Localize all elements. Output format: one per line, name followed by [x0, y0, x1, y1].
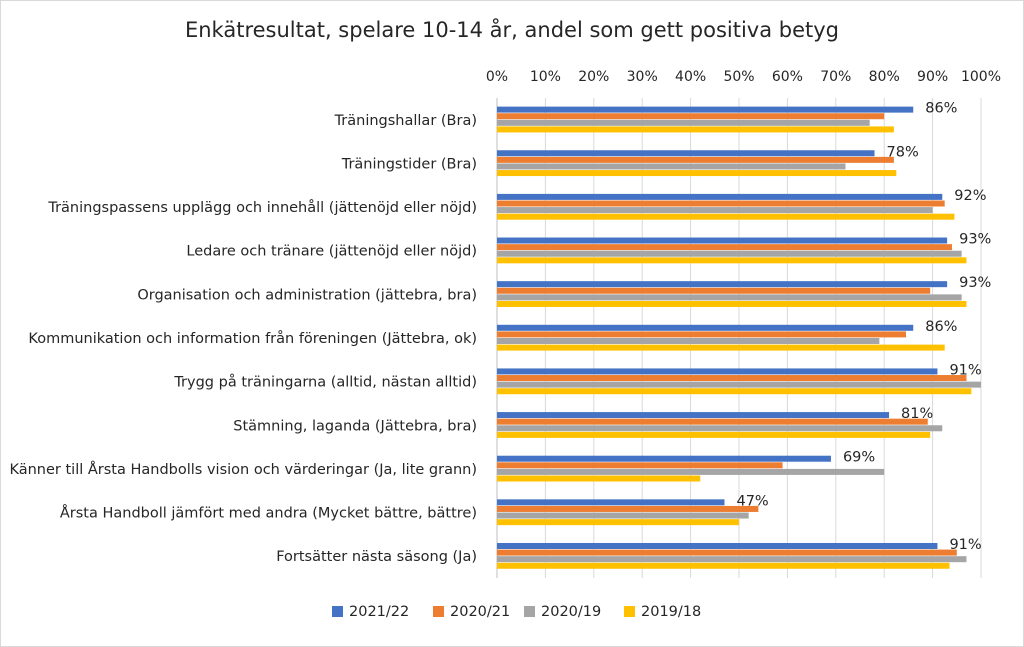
category-label: Stämning, laganda (Jättebra, bra): [233, 418, 477, 434]
x-tick-label: 70%: [820, 69, 851, 85]
data-label: 47%: [736, 493, 768, 509]
data-label: 93%: [959, 232, 991, 248]
legend-label: 2019/18: [641, 604, 701, 620]
category-label: Organisation och administration (jättebr…: [137, 287, 477, 303]
bar-2020-19: [497, 425, 943, 432]
bar-2019-18: [497, 213, 955, 220]
category-label: Träningspassens upplägg och innehåll (jä…: [47, 199, 477, 216]
data-label: 86%: [925, 319, 957, 335]
legend-swatch: [433, 606, 444, 617]
bar-2019-18: [497, 170, 897, 177]
bar-2020-21: [497, 375, 967, 382]
bar-2020-21: [497, 331, 906, 338]
bar-2021-22: [497, 368, 938, 375]
x-tick-label: 60%: [772, 69, 803, 85]
bar-2020-21: [497, 287, 931, 294]
data-label: 81%: [901, 406, 933, 422]
bar-2020-21: [497, 418, 928, 425]
data-label: 91%: [949, 537, 981, 553]
bar-2020-19: [497, 381, 981, 388]
x-tick-label: 10%: [530, 69, 561, 85]
category-label: Träningstider (Bra): [341, 156, 477, 172]
category-label: Känner till Årsta Handbolls vision och v…: [9, 461, 477, 478]
x-tick-label: 50%: [723, 69, 754, 85]
bar-2020-21: [497, 462, 783, 469]
bar-2021-22: [497, 455, 831, 462]
bar-2019-18: [497, 300, 967, 307]
x-tick-label: 100%: [961, 69, 1001, 85]
bar-2020-19: [497, 338, 880, 344]
data-label: 92%: [954, 188, 986, 204]
bar-2019-18: [497, 562, 950, 569]
x-tick-label: 30%: [627, 69, 658, 85]
bar-2020-21: [497, 549, 957, 556]
bar-2020-19: [497, 512, 749, 519]
category-label: Årsta Handboll jämfört med andra (Mycket…: [60, 505, 477, 522]
legend-label: 2020/21: [450, 604, 510, 620]
bar-2020-19: [497, 250, 962, 257]
bar-2020-21: [497, 113, 885, 120]
bar-2020-19: [497, 207, 933, 214]
x-tick-label: 20%: [578, 69, 609, 85]
x-tick-label: 90%: [917, 69, 948, 85]
bar-2019-18: [497, 519, 739, 526]
bar-2019-18: [497, 431, 931, 438]
chart-title: Enkätresultat, spelare 10-14 år, andel s…: [184, 18, 840, 42]
bar-2020-19: [497, 163, 846, 170]
data-label: 93%: [959, 275, 991, 291]
bar-2021-22: [497, 324, 914, 331]
bar-2021-22: [497, 237, 948, 244]
bar-2019-18: [497, 257, 967, 264]
x-tick-label: 0%: [486, 69, 508, 85]
bar-2021-22: [497, 412, 890, 419]
bar-2019-18: [497, 475, 701, 482]
category-label: Trygg på träningarna (alltid, nästan all…: [173, 374, 477, 391]
bar-2021-22: [497, 193, 943, 200]
bar-2020-19: [497, 294, 962, 301]
bar-2020-19: [497, 556, 967, 563]
category-label: Träningshallar (Bra): [334, 113, 477, 129]
bar-2020-19: [497, 468, 885, 475]
legend-swatch: [332, 606, 343, 617]
bar-2020-21: [497, 156, 894, 163]
category-label: Ledare och tränare (jättenöjd eller nöjd…: [186, 244, 477, 260]
bar-2019-18: [497, 344, 945, 351]
bar-2020-19: [497, 119, 870, 126]
x-tick-label: 40%: [675, 69, 706, 85]
bar-2019-18: [497, 388, 972, 395]
bar-2020-21: [497, 244, 952, 251]
category-label: Fortsätter nästa säsong (Ja): [276, 549, 477, 565]
data-label: 69%: [843, 450, 875, 466]
bar-2020-21: [497, 200, 945, 207]
bar-2021-22: [497, 281, 948, 288]
x-tick-label: 80%: [869, 69, 900, 85]
legend-swatch: [624, 606, 635, 617]
data-label: 91%: [949, 362, 981, 378]
legend-label: 2020/19: [541, 604, 601, 620]
bar-2021-22: [497, 106, 914, 113]
legend-swatch: [524, 606, 535, 617]
legend-label: 2021/22: [349, 604, 409, 620]
bar-2020-21: [497, 505, 759, 512]
data-label: 78%: [887, 144, 919, 160]
bar-2021-22: [497, 542, 938, 549]
bar-2021-22: [497, 150, 875, 157]
bar-2019-18: [497, 126, 894, 133]
bar-2021-22: [497, 499, 725, 506]
category-label: Kommunikation och information från fören…: [28, 330, 477, 347]
data-label: 86%: [925, 101, 957, 117]
